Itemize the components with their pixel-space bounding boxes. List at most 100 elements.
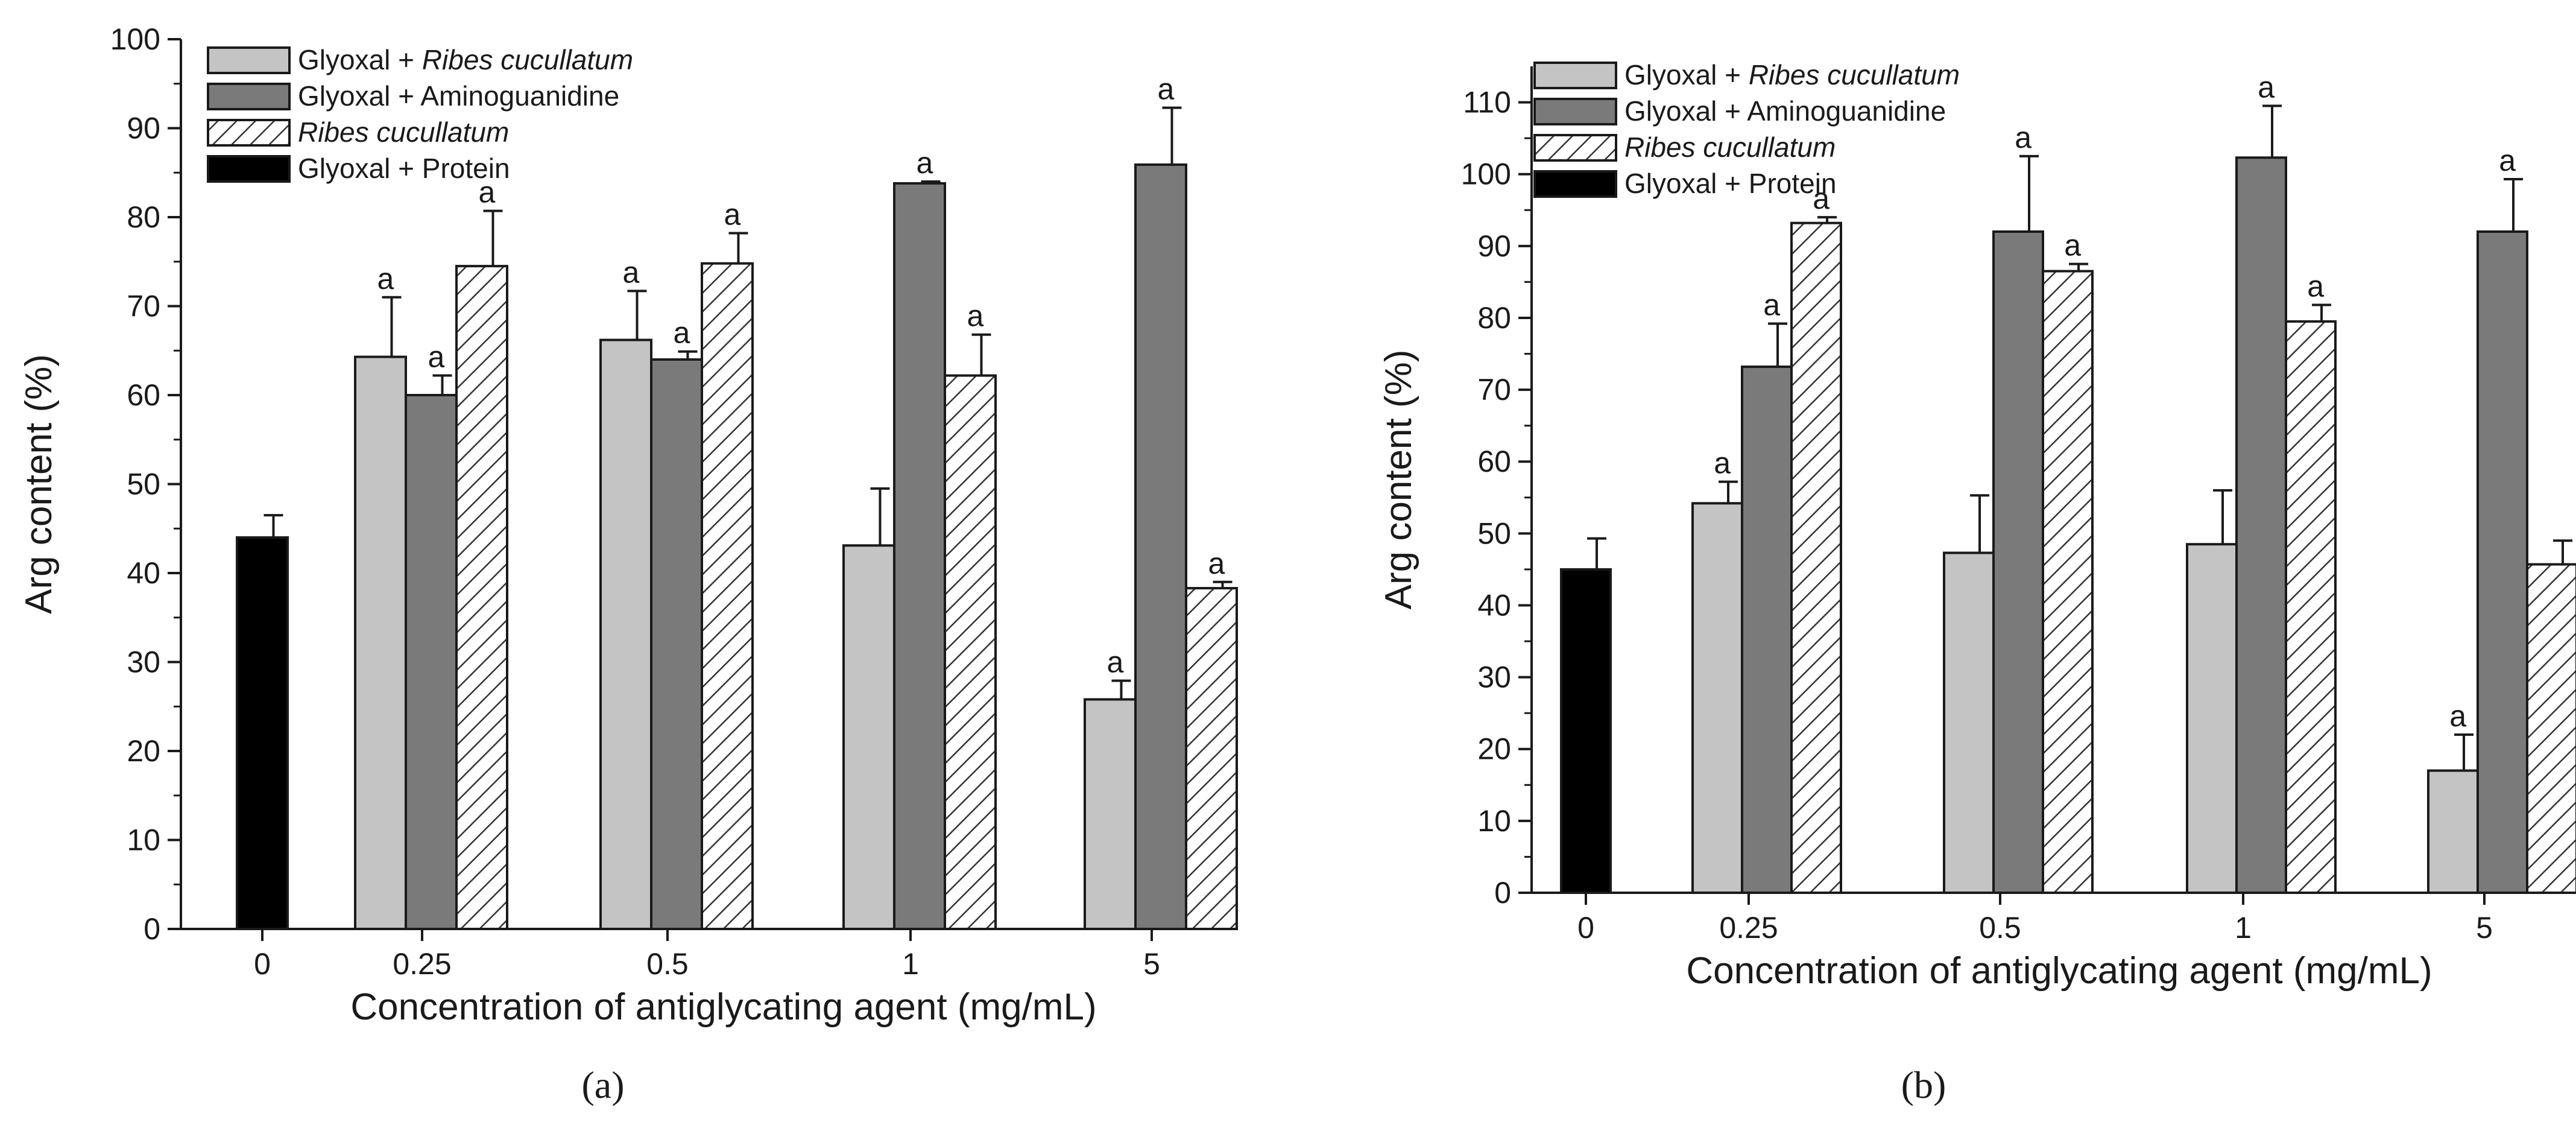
legend-label-text: Glyoxal + Aminoguanidine xyxy=(1624,95,1946,127)
x-axis-title: Concentration of antiglycating agent (mg… xyxy=(1686,950,2432,992)
bar-dark-5 xyxy=(2477,230,2528,894)
y-tick-label: 60 xyxy=(1477,445,1511,478)
bar-dark-0.5 xyxy=(1992,230,2044,894)
legend: Glyoxal + Ribes cucullatum Glyoxal + Amin… xyxy=(1533,59,1960,199)
bar-dark-0.25 xyxy=(1741,365,1793,894)
significance-label: a xyxy=(2258,71,2275,104)
legend-label: Glyoxal + Protein xyxy=(1624,168,1837,199)
bar-hatch-0.5 xyxy=(701,262,754,931)
bar-hatch-0.25 xyxy=(1790,221,1842,894)
y-tick-label: 70 xyxy=(127,290,160,323)
x-tick-label: 0.25 xyxy=(1719,911,1778,945)
significance-label: a xyxy=(2499,144,2516,177)
y-tick-label: 20 xyxy=(1477,732,1511,766)
legend-label: Glyoxal + Aminoguanidine xyxy=(1624,95,1946,127)
bar-light-0.5 xyxy=(599,338,652,930)
significance-label: a xyxy=(428,340,444,374)
y-tick-label: 90 xyxy=(127,112,160,145)
legend-swatch-dark xyxy=(1533,98,1617,125)
legend: Glyoxal + Ribes cucullatum Glyoxal + Amin… xyxy=(207,44,633,184)
significance-label: a xyxy=(622,255,639,289)
significance-label: a xyxy=(2015,121,2031,154)
legend-label: Ribes cucullatum xyxy=(1624,132,1836,163)
legend-label-italic: Ribes cucullatum xyxy=(1624,132,1836,163)
bar-light-1 xyxy=(2186,543,2238,894)
y-tick-label: 20 xyxy=(127,734,160,768)
legend-swatch-dark xyxy=(207,83,291,110)
legend-label-text: Glyoxal + Aminoguanidine xyxy=(298,80,619,112)
significance-label: a xyxy=(1106,645,1123,679)
bar-hatch-0.25 xyxy=(455,265,508,930)
bar-dark-0.5 xyxy=(650,358,703,930)
bar-hatch-5 xyxy=(2526,563,2576,894)
bar-light-0.25 xyxy=(354,355,407,930)
bar-light-0.25 xyxy=(1691,502,1743,894)
chart-panel-b: a a a a a a a a a 0 10 20 30 40 50 60 70 80 90 100 110 0 0.25 0… xyxy=(1378,59,2576,1106)
y-tick-label: 50 xyxy=(127,467,160,501)
x-tick-label: 1 xyxy=(902,947,919,981)
x-axis-title: Concentration of antiglycating agent (mg… xyxy=(350,986,1096,1028)
legend-label-italic: Ribes cucullatum xyxy=(298,116,509,148)
significance-label: a xyxy=(916,146,933,180)
significance-label: a xyxy=(1208,547,1225,580)
significance-label: a xyxy=(967,299,983,333)
legend-label-text: Glyoxal + Protein xyxy=(298,153,510,184)
significance-label: a xyxy=(1763,288,1780,322)
significance-label: a xyxy=(2449,699,2466,733)
significance-label: a xyxy=(1813,182,1829,215)
y-tick-label: 110 xyxy=(1463,86,1511,119)
x-tick-label: 5 xyxy=(2476,911,2493,945)
y-axis-title: Arg content (%) xyxy=(1378,350,1419,610)
legend-label: Glyoxal + Ribes cucullatum xyxy=(1624,59,1960,90)
y-tick-label: 50 xyxy=(1477,516,1511,550)
y-tick-label: 30 xyxy=(1477,661,1511,694)
bar-light-0.5 xyxy=(1943,551,1995,894)
legend-swatch-hatch xyxy=(207,119,291,147)
bar-light-5 xyxy=(2427,769,2479,895)
bar-dark-5 xyxy=(1134,163,1187,931)
x-tick-label: 0.25 xyxy=(393,947,451,981)
bar-dark-1 xyxy=(893,182,946,931)
significance-label: a xyxy=(377,262,394,296)
y-tick-label: 0 xyxy=(1494,876,1511,910)
bar-hatch-5 xyxy=(1185,587,1238,930)
y-tick-label: 90 xyxy=(1477,229,1511,263)
bar-dark-1 xyxy=(2235,156,2287,894)
y-tick-label: 10 xyxy=(127,823,160,857)
legend-label-text: Glyoxal + xyxy=(298,44,422,75)
y-tick-label: 40 xyxy=(127,556,160,590)
bar-hatch-1 xyxy=(2285,320,2337,894)
y-axis-title: Arg content (%) xyxy=(18,354,60,614)
x-tick-label: 0.5 xyxy=(1979,911,2021,945)
legend-label: Glyoxal + Ribes cucullatum xyxy=(298,44,633,75)
legend-label: Glyoxal + Protein xyxy=(298,153,510,184)
legend-label-text: Glyoxal + Protein xyxy=(1624,168,1837,199)
y-tick-label: 10 xyxy=(1477,804,1511,838)
bar-black-0 xyxy=(1560,568,1612,894)
significance-label: a xyxy=(1714,446,1731,480)
legend-swatch-hatch xyxy=(1533,134,1617,162)
x-tick-label: 5 xyxy=(1143,947,1160,981)
significance-label: a xyxy=(724,198,740,232)
legend-label-text: Glyoxal + xyxy=(1624,59,1749,90)
legend-swatch-light xyxy=(207,46,291,74)
panel-label: (b) xyxy=(1901,1063,1946,1106)
legend-label: Glyoxal + Aminoguanidine xyxy=(298,80,619,112)
panel-label: (a) xyxy=(581,1063,624,1106)
y-tick-label: 80 xyxy=(1477,301,1511,335)
legend-label-italic: Ribes cucullatum xyxy=(1749,59,1960,90)
legend-swatch-light xyxy=(1533,62,1617,89)
significance-label: a xyxy=(1157,72,1174,106)
significance-label: a xyxy=(2064,229,2081,262)
y-tick-label: 100 xyxy=(1461,157,1511,191)
x-tick-label: 1 xyxy=(2235,911,2252,945)
x-tick-label: 0.5 xyxy=(646,947,689,981)
x-tick-label: 0 xyxy=(254,947,271,981)
significance-label: a xyxy=(478,176,495,209)
y-tick-label: 40 xyxy=(1477,588,1511,622)
y-tick-label: 30 xyxy=(127,645,160,679)
x-tick-label: 0 xyxy=(1577,911,1594,945)
significance-label: a xyxy=(673,316,690,350)
